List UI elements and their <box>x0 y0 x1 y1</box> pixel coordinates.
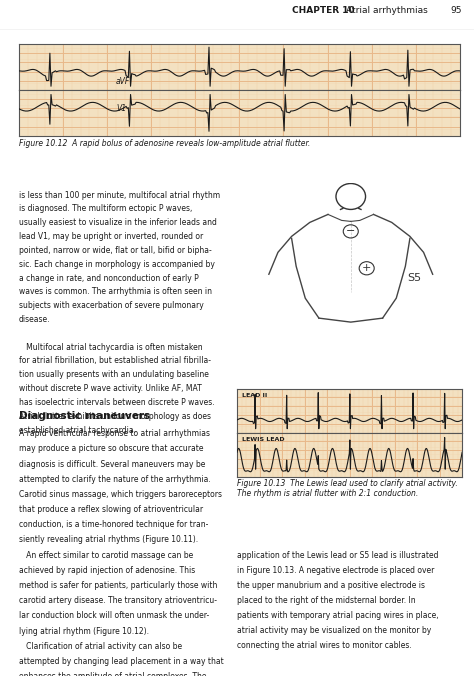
Text: CHAPTER 10: CHAPTER 10 <box>292 6 354 15</box>
Text: attempted by changing lead placement in a way that: attempted by changing lead placement in … <box>19 657 224 666</box>
Text: carotid artery disease. The transitory atrioventricu-: carotid artery disease. The transitory a… <box>19 596 217 605</box>
Text: pointed, narrow or wide, flat or tall, bifid or bipha-: pointed, narrow or wide, flat or tall, b… <box>19 246 212 255</box>
Text: Diagnostic maneuvers: Diagnostic maneuvers <box>19 412 150 421</box>
Text: diagnosis is difficult. Several maneuvers may be: diagnosis is difficult. Several maneuver… <box>19 460 205 468</box>
Text: has isoelectric intervals between discrete P waves.: has isoelectric intervals between discre… <box>19 398 215 407</box>
Text: conduction, is a time-honored technique for tran-: conduction, is a time-honored technique … <box>19 521 209 529</box>
Text: atrial activity may be visualized on the monitor by: atrial activity may be visualized on the… <box>237 626 431 635</box>
Text: achieved by rapid injection of adenosine. This: achieved by rapid injection of adenosine… <box>19 566 195 575</box>
Text: established atrial tachycardia.: established atrial tachycardia. <box>19 425 136 435</box>
Text: may produce a picture so obscure that accurate: may produce a picture so obscure that ac… <box>19 444 203 454</box>
Text: a change in rate, and nonconduction of early P: a change in rate, and nonconduction of e… <box>19 274 199 283</box>
Text: connecting the atrial wires to monitor cables.: connecting the atrial wires to monitor c… <box>237 641 412 650</box>
Text: in Figure 10.13. A negative electrode is placed over: in Figure 10.13. A negative electrode is… <box>237 566 434 575</box>
Text: is diagnosed. The multiform ectopic P waves,: is diagnosed. The multiform ectopic P wa… <box>19 204 192 214</box>
Text: A rapid ventricular response to atrial arrhythmias: A rapid ventricular response to atrial a… <box>19 429 210 438</box>
Text: +: + <box>362 263 371 273</box>
Text: siently revealing atrial rhythms (Figure 10.11).: siently revealing atrial rhythms (Figure… <box>19 535 198 544</box>
Text: aVF: aVF <box>116 77 130 87</box>
Text: for atrial fibrillation, but established atrial fibrilla-: for atrial fibrillation, but established… <box>19 356 211 366</box>
Text: Clarification of atrial activity can also be: Clarification of atrial activity can als… <box>19 642 182 651</box>
Text: LEAD II: LEAD II <box>241 393 267 397</box>
Text: method is safer for patients, particularly those with: method is safer for patients, particular… <box>19 581 218 590</box>
Text: tion usually presents with an undulating baseline: tion usually presents with an undulating… <box>19 370 209 379</box>
Text: without discrete P wave activity. Unlike AF, MAT: without discrete P wave activity. Unlike… <box>19 384 202 393</box>
Text: Atrial arrhythmias: Atrial arrhythmias <box>346 6 428 15</box>
Text: S5: S5 <box>408 273 421 283</box>
Text: is less than 100 per minute, multifocal atrial rhythm: is less than 100 per minute, multifocal … <box>19 191 220 199</box>
Text: waves is common. The arrhythmia is often seen in: waves is common. The arrhythmia is often… <box>19 287 212 296</box>
Text: An effect similar to carotid massage can be: An effect similar to carotid massage can… <box>19 551 193 560</box>
Text: lar conduction block will often unmask the under-: lar conduction block will often unmask t… <box>19 611 209 621</box>
Text: subjects with exacerbation of severe pulmonary: subjects with exacerbation of severe pul… <box>19 301 204 310</box>
Text: sic. Each change in morphology is accompanied by: sic. Each change in morphology is accomp… <box>19 260 215 269</box>
Text: LEWIS LEAD: LEWIS LEAD <box>241 437 284 441</box>
Text: disease.: disease. <box>19 315 50 324</box>
Text: V1: V1 <box>116 103 126 113</box>
Text: usually easiest to visualize in the inferior leads and: usually easiest to visualize in the infe… <box>19 218 217 227</box>
Text: Multifocal atrial tachycardia is often mistaken: Multifocal atrial tachycardia is often m… <box>19 343 202 352</box>
Text: Atrial flutter exhibits uniform morphology as does: Atrial flutter exhibits uniform morpholo… <box>19 412 211 420</box>
Text: 95: 95 <box>451 6 462 15</box>
Text: Figure 10.13  The Lewis lead used to clarify atrial activity.
The rhythm is atri: Figure 10.13 The Lewis lead used to clar… <box>237 479 458 498</box>
Text: the upper manubrium and a positive electrode is: the upper manubrium and a positive elect… <box>237 581 425 590</box>
Text: that produce a reflex slowing of atrioventricular: that produce a reflex slowing of atriove… <box>19 505 203 514</box>
Text: lead V1, may be upright or inverted, rounded or: lead V1, may be upright or inverted, rou… <box>19 232 203 241</box>
Text: Figure 10.12  A rapid bolus of adenosine reveals low-amplitude atrial flutter.: Figure 10.12 A rapid bolus of adenosine … <box>19 139 310 147</box>
Text: lying atrial rhythm (Figure 10.12).: lying atrial rhythm (Figure 10.12). <box>19 627 149 635</box>
Text: −: − <box>346 226 356 237</box>
Text: Carotid sinus massage, which triggers baroreceptors: Carotid sinus massage, which triggers ba… <box>19 490 222 499</box>
Text: enhances the amplitude of atrial complexes. The: enhances the amplitude of atrial complex… <box>19 672 207 676</box>
Text: patients with temporary atrial pacing wires in place,: patients with temporary atrial pacing wi… <box>237 611 438 620</box>
Text: application of the Lewis lead or S5 lead is illustrated: application of the Lewis lead or S5 lead… <box>237 551 438 560</box>
Text: attempted to clarify the nature of the arrhythmia.: attempted to clarify the nature of the a… <box>19 475 211 484</box>
Text: placed to the right of the midsternal border. In: placed to the right of the midsternal bo… <box>237 596 416 605</box>
